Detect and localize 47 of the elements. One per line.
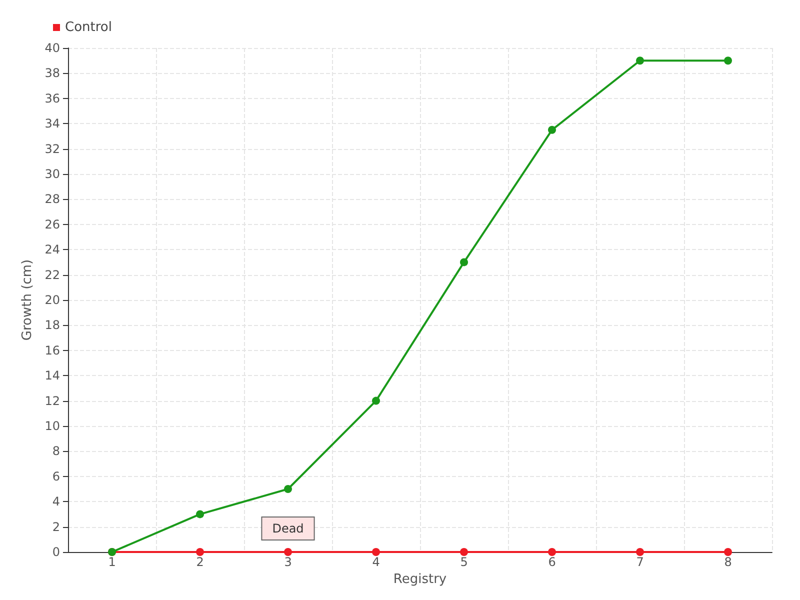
point xyxy=(548,548,556,556)
point xyxy=(284,485,292,493)
y-tick-label: 32 xyxy=(44,142,60,156)
point xyxy=(372,548,380,556)
point xyxy=(196,510,204,518)
y-tick-label: 34 xyxy=(44,116,60,131)
y-tick-label: 8 xyxy=(52,444,60,458)
point xyxy=(460,548,468,556)
x-tick-label: 4 xyxy=(372,555,380,569)
point xyxy=(548,126,556,134)
point xyxy=(284,548,292,556)
y-tick-label: 6 xyxy=(52,469,60,484)
y-tick-label: 40 xyxy=(44,41,60,55)
legend-label: Control xyxy=(65,20,112,35)
y-tick-label: 28 xyxy=(44,192,60,206)
y-tick-label: 18 xyxy=(44,318,60,332)
x-tick-label: 1 xyxy=(108,555,116,569)
y-tick-label: 12 xyxy=(44,394,60,408)
y-tick-label: 22 xyxy=(44,268,60,282)
x-axis-title: Registry xyxy=(393,572,447,587)
x-tick-label: 5 xyxy=(460,555,468,569)
y-tick-label: 2 xyxy=(52,520,60,534)
point xyxy=(636,548,644,556)
x-tick-label: 6 xyxy=(548,555,556,569)
y-tick-label: 38 xyxy=(44,66,60,80)
point xyxy=(636,56,644,65)
y-tick-label: 10 xyxy=(44,419,60,433)
point xyxy=(460,258,468,266)
y-tick-label: 36 xyxy=(44,91,60,106)
y-tick-label: 16 xyxy=(44,343,60,358)
y-tick-label: 24 xyxy=(44,242,60,257)
y-tick-label: 26 xyxy=(44,217,60,232)
y-tick-label: 20 xyxy=(44,293,60,307)
x-tick-label: 7 xyxy=(636,555,644,569)
x-tick-label: 2 xyxy=(196,555,204,569)
y-tick-label: 14 xyxy=(44,368,60,383)
y-tick-label: 4 xyxy=(52,494,60,509)
y-tick-label: 0 xyxy=(52,545,60,559)
point xyxy=(372,396,380,405)
point xyxy=(196,548,204,556)
point xyxy=(724,548,732,556)
x-tick-label: 8 xyxy=(724,555,732,569)
x-tick-label: 3 xyxy=(284,555,292,569)
point xyxy=(724,56,732,65)
y-axis-title: Growth (cm) xyxy=(20,259,35,341)
y-tick-label: 30 xyxy=(44,167,60,181)
annotation: Dead xyxy=(272,522,304,536)
